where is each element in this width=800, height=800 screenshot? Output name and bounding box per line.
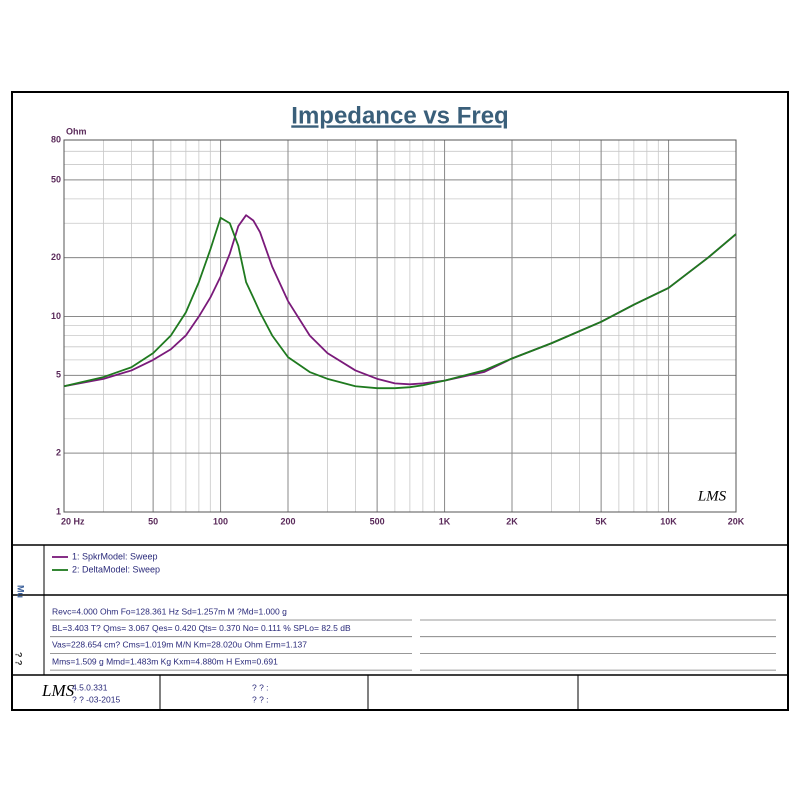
grid	[63, 139, 737, 513]
y-tick-label: 5	[56, 370, 61, 380]
y-tick-label: 10	[51, 311, 61, 321]
x-tick-label: 100	[213, 516, 228, 526]
y-tick-label: 1	[56, 506, 61, 516]
param-line: Mms=1.509 g Mmd=1.483m Kg Kxm=4.880m H E…	[52, 656, 278, 666]
footer-version: 4.5.0.331	[72, 682, 108, 692]
legend-label: 1: SpkrModel: Sweep	[72, 551, 158, 561]
param-line: BL=3.403 T? Qms= 3.067 Qes= 0.420 Qts= 0…	[52, 623, 351, 633]
footer-field: ? ? :	[252, 682, 269, 692]
y-axis-label: Ohm	[66, 126, 87, 136]
x-tick-label: 5K	[595, 516, 607, 526]
side-label: Mu	[16, 585, 26, 598]
chart-title: Impedance vs Freq	[291, 102, 508, 129]
x-tick-label: 500	[370, 516, 385, 526]
x-tick-label: 200	[280, 516, 295, 526]
footer-field: ? ? :	[252, 694, 269, 704]
x-tick-label: 2K	[506, 516, 518, 526]
x-tick-label: 20K	[728, 516, 745, 526]
x-tick-label: 1K	[439, 516, 451, 526]
legend-label: 2: DeltaModel: Sweep	[72, 564, 160, 574]
watermark: LMS	[697, 488, 727, 504]
x-tick-label: 10K	[660, 516, 677, 526]
series-line	[63, 216, 737, 390]
y-tick-label: 80	[51, 134, 61, 144]
footer-logo: LMS	[41, 681, 75, 700]
side-label: ? ?	[14, 652, 24, 666]
frame	[11, 91, 789, 711]
footer-date: ? ? -03-2015	[72, 694, 120, 704]
y-tick-label: 20	[51, 252, 61, 262]
plot-area	[63, 139, 737, 513]
param-line: Vas=228.654 cm? Cms=1.019m M/N Km=28.020…	[52, 640, 307, 650]
x-tick-label: 50	[148, 516, 158, 526]
y-tick-label: 2	[56, 448, 61, 458]
param-line: Revc=4.000 Ohm Fo=128.361 Hz Sd=1.257m M…	[52, 606, 287, 616]
x-tick-label: 20 Hz	[61, 516, 85, 526]
y-tick-label: 50	[51, 174, 61, 184]
